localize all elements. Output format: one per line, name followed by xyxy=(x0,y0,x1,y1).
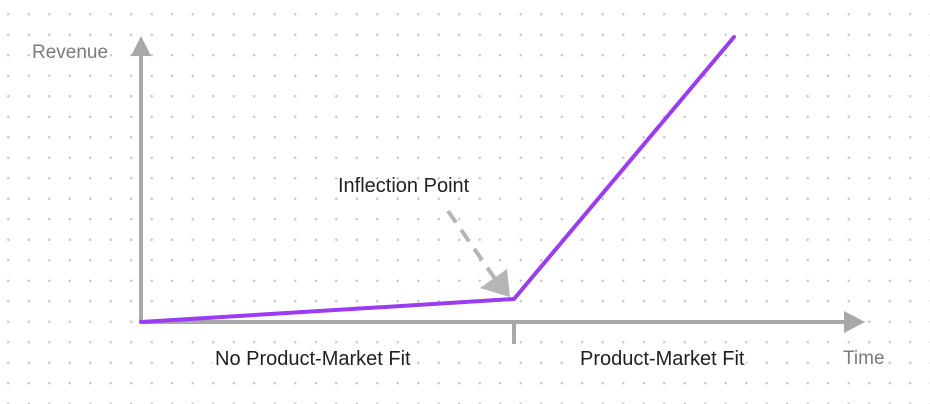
pmf-region-label: Product-Market Fit xyxy=(578,348,747,370)
inflection-point-label: Inflection Point xyxy=(338,175,470,197)
inflection-arrow-head xyxy=(480,269,510,297)
inflection-arrow-shaft xyxy=(446,209,500,285)
x-axis-label: Time xyxy=(841,348,887,369)
x-axis-arrowhead xyxy=(844,311,865,333)
y-axis-arrowhead xyxy=(131,36,151,56)
revenue-curve xyxy=(139,35,736,324)
no-pmf-region-label: No Product-Market Fit xyxy=(213,348,413,370)
y-axis-label: Revenue xyxy=(30,42,111,63)
